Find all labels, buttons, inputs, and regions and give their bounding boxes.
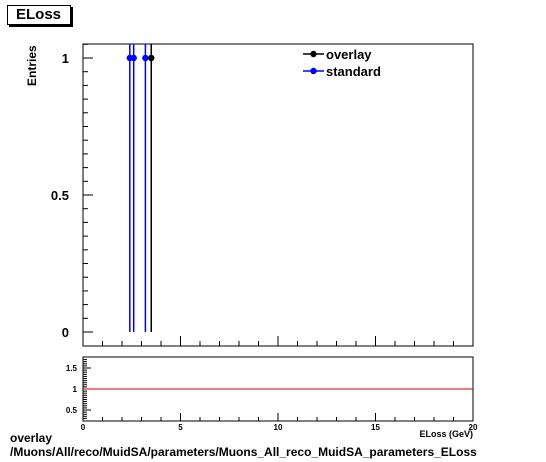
ratio-y-tick-label: 1.5 [66, 364, 78, 373]
caption-line-2: /Muons/All/reco/MuidSA/parameters/Muons_… [10, 445, 477, 459]
overlay-legend-marker [310, 50, 317, 58]
x-tick-label: 15 [371, 423, 380, 432]
y-tick-label: 1 [62, 51, 69, 66]
ratio-y-tick-label: 0.5 [66, 406, 78, 415]
x-tick-label: 20 [469, 423, 478, 432]
y-axis-label: Entries [25, 45, 39, 86]
x-tick-label: 10 [274, 423, 283, 432]
main-y-axis: 00.51 [51, 43, 93, 340]
standard-point [142, 54, 149, 62]
main-x-axis [82, 336, 474, 346]
caption-line-1: overlay [10, 431, 53, 445]
main-plot-frame [82, 43, 474, 347]
main-data-marks [126, 44, 155, 332]
legend-label-overlay: overlay [326, 47, 372, 62]
standard-legend-marker [310, 67, 317, 75]
x-axis-label: ELoss (GeV) [419, 429, 473, 439]
ratio-x-axis: 0 5 10 15 20 [81, 413, 478, 432]
standard-point [130, 54, 137, 62]
histogram-title: ELoss [7, 5, 71, 25]
ratio-y-tick-label: 1 [73, 385, 78, 394]
x-tick-label: 0 [81, 423, 86, 432]
ratio-y-axis: 0.5 1 1.5 [66, 359, 91, 419]
legend: overlay standard [303, 47, 381, 79]
x-tick-label: 5 [178, 423, 183, 432]
legend-label-standard: standard [326, 64, 381, 79]
overlay-point [148, 54, 155, 62]
y-tick-label: 0 [62, 325, 69, 340]
y-tick-label: 0.5 [51, 188, 69, 203]
